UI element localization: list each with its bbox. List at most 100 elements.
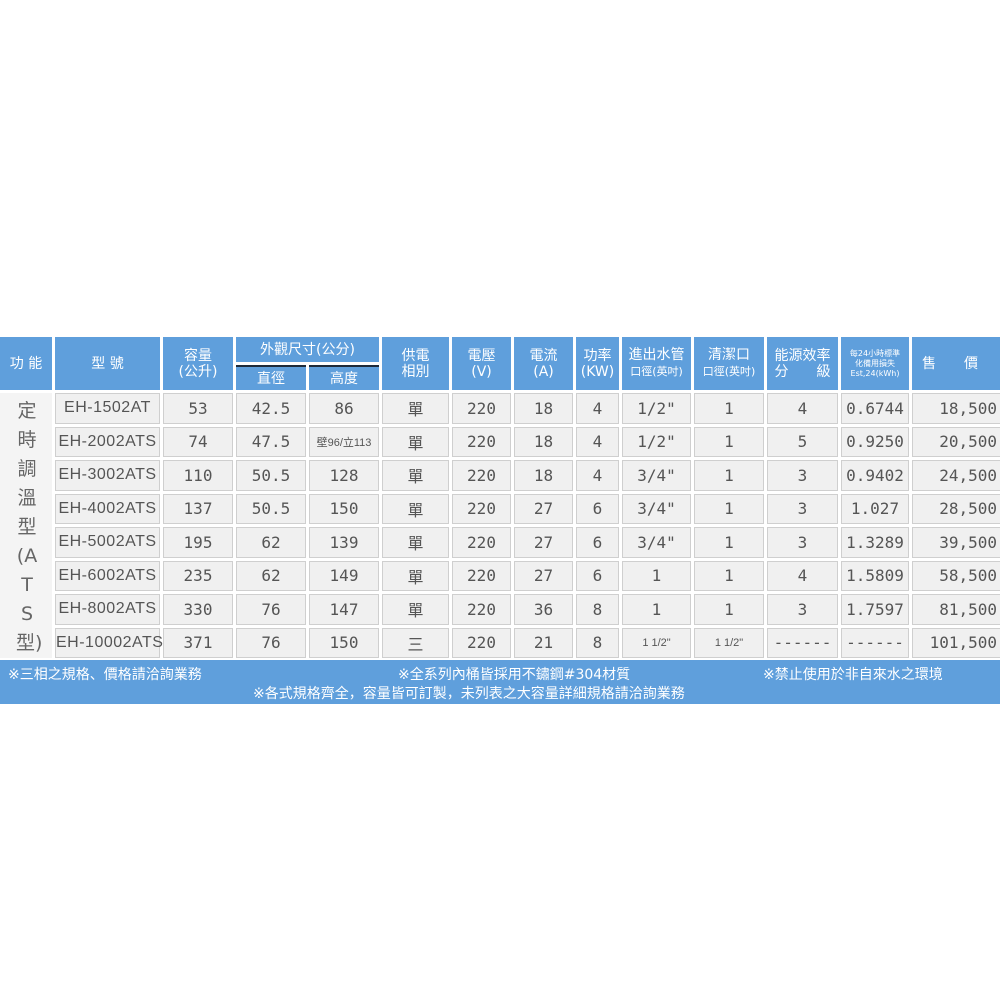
cell-pipe: 3/4" (622, 460, 691, 491)
cell-phase: 單 (382, 560, 449, 591)
cell-voltage: 220 (452, 426, 511, 457)
header-current-l1: 電流 (529, 347, 558, 364)
cell-current: 18 (514, 460, 573, 491)
cell-price: 24,500 (912, 460, 1000, 491)
cell-power: 4 (576, 460, 619, 491)
header-diameter: 直徑 (236, 365, 306, 390)
cell-voltage: 220 (452, 560, 511, 591)
cell-model: EH-10002ATS (55, 627, 163, 658)
cell-height: 128 (309, 460, 379, 491)
table-row: EH-3002ATS 110 50.5 128 單 220 18 4 3/4" 1 3 0.9402 2… (0, 460, 1000, 491)
header-pipe: 進出水管 口徑(英吋) (622, 337, 691, 390)
header-energy: 能源效率分 級 (767, 337, 838, 390)
cell-power: 6 (576, 527, 619, 558)
header-voltage-l2: (V) (471, 363, 492, 380)
cell-diameter: 50.5 (236, 493, 306, 524)
note-stainless: ※全系列內桶皆採用不鏽鋼#304材質 (398, 667, 631, 683)
table-row: EH-2002ATS 74 47.5 壁96/立113 單 220 18 4 1/2" 1 5 0.9… (0, 426, 1000, 457)
cell-current: 21 (514, 627, 573, 658)
cell-voltage: 220 (452, 493, 511, 524)
table-row: EH-10002ATS 371 76 150 三 220 21 8 1 1/2" 1 1/2" --… (0, 627, 1000, 658)
header-dimensions: 外觀尺寸(公分) (236, 337, 379, 362)
cell-standby-loss: 1.027 (841, 493, 909, 524)
cell-power: 8 (576, 594, 619, 625)
header-power: 功率 (KW) (576, 337, 619, 390)
header-standby-loss: 每24小時標準 化備用損失 Est,24(kWh) (841, 337, 909, 390)
cell-capacity: 110 (163, 460, 233, 491)
cell-energy-grade: 3 (767, 460, 838, 491)
header-phase-l2: 相別 (401, 363, 430, 380)
cell-pipe: 1 (622, 594, 691, 625)
header-energy-l2: 分 級 (774, 363, 831, 380)
header-loss-l1: 每24小時標準 (849, 348, 901, 358)
cell-pipe: 1/2" (622, 426, 691, 457)
cell-model: EH-4002ATS (55, 493, 160, 524)
table-row: EH-8002ATS 330 76 147 單 220 36 8 1 1 3 1.7597 81,500 (0, 594, 1000, 625)
cell-voltage: 220 (452, 594, 511, 625)
cell-phase: 三 (382, 627, 449, 658)
cell-price: 39,500 (912, 527, 1000, 558)
cell-power: 4 (576, 393, 619, 424)
note-three-phase: ※三相之規格、價格請洽詢業務 (8, 667, 202, 683)
header-cleanout-l1: 清潔口 (708, 347, 750, 363)
cell-standby-loss: 0.9250 (841, 426, 909, 457)
header-power-l2: (KW) (580, 363, 615, 380)
cell-phase: 單 (382, 594, 449, 625)
cell-standby-loss: ------ (841, 627, 909, 658)
cell-energy-grade: 4 (767, 393, 838, 424)
header-function: 功 能 (0, 337, 52, 390)
cell-power: 4 (576, 426, 619, 457)
header-phase: 供電 相別 (382, 337, 449, 390)
cell-model: EH-5002ATS (55, 527, 160, 558)
header-loss-l3: Est,24(kWh) (850, 368, 900, 378)
table-row: EH-5002ATS 195 62 139 單 220 27 6 3/4" 1 3 1.3289 39,… (0, 527, 1000, 558)
cell-cleanout: 1 (694, 393, 764, 424)
cell-standby-loss: 0.9402 (841, 460, 909, 491)
header-height: 高度 (309, 365, 379, 390)
table-row: EH-6002ATS 235 62 149 單 220 27 6 1 1 4 1.5809 58,500 (0, 560, 1000, 591)
cell-current: 27 (514, 560, 573, 591)
header-capacity-l2: (公升) (178, 363, 218, 380)
cell-price: 58,500 (912, 560, 1000, 591)
footer-notes: ※三相之規格、價格請洽詢業務 ※全系列內桶皆採用不鏽鋼#304材質 ※禁止使用於… (0, 660, 1000, 704)
cell-height: 147 (309, 594, 379, 625)
cell-current: 18 (514, 393, 573, 424)
cell-capacity: 330 (163, 594, 233, 625)
cell-capacity: 195 (163, 527, 233, 558)
cell-energy-grade: 5 (767, 426, 838, 457)
cell-current: 36 (514, 594, 573, 625)
cell-pipe: 3/4" (622, 493, 691, 524)
table-row: 定時調溫型(ATS型) EH-1502AT 53 42.5 86 單 220 18 4 1/2" 1… (0, 393, 1000, 658)
cell-diameter: 42.5 (236, 393, 306, 424)
table-body: 定時調溫型(ATS型) EH-1502AT 53 42.5 86 單 220 18 4 1/2" 1… (0, 393, 1000, 658)
cell-cleanout: 1 (694, 560, 764, 591)
cell-phase: 單 (382, 393, 449, 424)
header-voltage-l1: 電壓 (467, 347, 496, 364)
cell-model: EH-1502AT (55, 393, 160, 424)
header-capacity-l1: 容量 (184, 347, 212, 364)
cell-height: 86 (309, 393, 379, 424)
cell-power: 6 (576, 560, 619, 591)
cell-model: EH-2002ATS (55, 426, 160, 457)
header-current: 電流 (A) (514, 337, 573, 390)
cell-cleanout: 1 (694, 594, 764, 625)
header-pipe-l1: 進出水管 (628, 347, 685, 363)
cell-model: EH-3002ATS (55, 460, 160, 491)
cell-cleanout: 1 1/2" (694, 627, 764, 658)
cell-capacity: 371 (163, 627, 233, 658)
cell-model: EH-8002ATS (55, 594, 160, 625)
cell-standby-loss: 0.6744 (841, 393, 909, 424)
header-voltage: 電壓 (V) (452, 337, 511, 390)
cell-current: 27 (514, 527, 573, 558)
header-cleanout: 清潔口 口徑(英吋) (694, 337, 764, 390)
cell-cleanout: 1 (694, 426, 764, 457)
function-label: 定時調溫型(ATS型) (0, 393, 52, 658)
cell-price: 18,500 (912, 393, 1000, 424)
cell-voltage: 220 (452, 460, 511, 491)
spec-table-container: 功 能 型 號 容量 (公升) 外觀尺寸(公分) 供電 相別 電壓 (V) 電流 (A)… (0, 334, 1000, 704)
cell-diameter: 76 (236, 627, 306, 658)
cell-energy-grade: 3 (767, 527, 838, 558)
cell-price: 28,500 (912, 493, 1000, 524)
cell-price: 81,500 (912, 594, 1000, 625)
header-capacity: 容量 (公升) (163, 337, 233, 390)
